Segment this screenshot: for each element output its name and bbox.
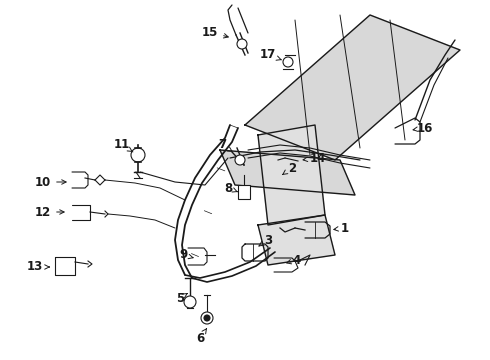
- Text: 5: 5: [176, 292, 187, 305]
- Circle shape: [184, 296, 196, 308]
- Text: 16: 16: [413, 122, 433, 135]
- Text: 9: 9: [179, 248, 193, 261]
- Text: 1: 1: [334, 221, 349, 234]
- Circle shape: [283, 57, 293, 67]
- Text: 13: 13: [27, 261, 49, 274]
- Text: 10: 10: [35, 175, 66, 189]
- Circle shape: [131, 148, 145, 162]
- Text: 4: 4: [287, 253, 301, 266]
- Polygon shape: [258, 215, 335, 265]
- Polygon shape: [258, 125, 325, 225]
- Text: 8: 8: [224, 181, 238, 194]
- Text: 15: 15: [202, 26, 228, 39]
- Text: 2: 2: [283, 162, 296, 175]
- Text: 14: 14: [303, 152, 326, 165]
- Text: 6: 6: [196, 329, 207, 345]
- Bar: [238, 185, 250, 199]
- Circle shape: [237, 39, 247, 49]
- Circle shape: [204, 315, 210, 321]
- Circle shape: [235, 155, 245, 165]
- Circle shape: [201, 312, 213, 324]
- Text: 3: 3: [259, 234, 272, 247]
- Polygon shape: [245, 15, 460, 160]
- Polygon shape: [220, 150, 355, 195]
- Text: 11: 11: [114, 139, 133, 152]
- Text: 12: 12: [35, 206, 64, 219]
- Text: 17: 17: [260, 49, 282, 62]
- Text: 7: 7: [218, 139, 232, 152]
